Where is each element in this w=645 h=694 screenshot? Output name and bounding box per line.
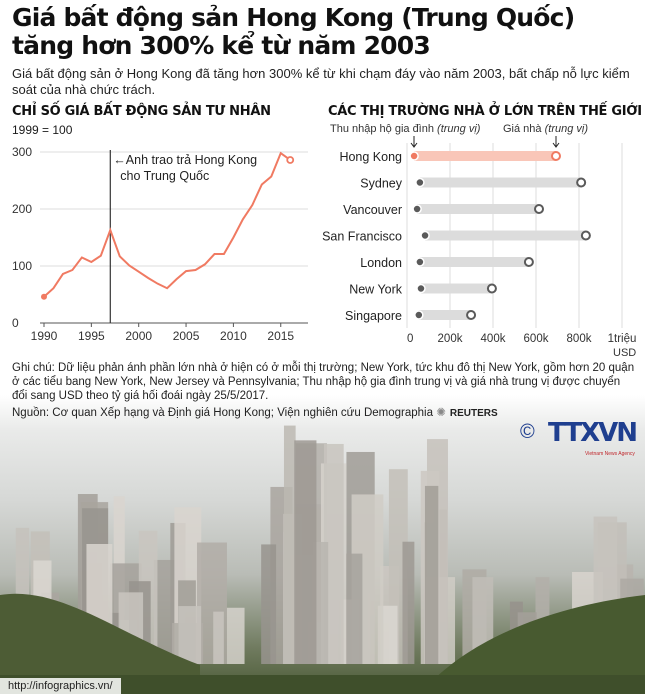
x-unit-label: USD [613,347,636,359]
reuters-icon: ✺ [436,407,446,419]
page-title: Giá bất động sản Hong Kong (Trung Quốc) … [12,3,575,60]
category-label: San Francisco [322,230,402,244]
building [178,606,202,664]
x-tick-label: 1995 [78,329,105,343]
price-dot [580,230,591,241]
building [283,425,296,664]
price-dot [523,257,534,267]
hillside [420,595,645,694]
arrow-down-icon [410,136,418,148]
income-dot [409,151,419,161]
price-dot [534,204,545,214]
building [213,611,224,664]
price-dot [550,151,561,161]
charts: 0 100 200 300 1990 1995 2000 2005 2010 2015 ←Anh t… [12,123,637,359]
end-dot [286,156,295,164]
range-bar [420,283,492,294]
range-bar [414,151,556,161]
legend-income: Thu nhập hộ gia đình (trung vị) [330,123,481,135]
income-dot [415,257,425,267]
x-tick-label: 600k [524,333,549,345]
building [294,440,317,664]
price-dot [466,310,477,320]
notes: Ghi chú: Dữ liệu phản ánh phần lớn nhà ở… [12,362,635,402]
income-dot [415,177,425,188]
notes-and-source: Ghi chú: Dữ liệu phản ánh phần lớn nhà ở… [12,361,637,421]
annotation-text: cho Trung Quốc [120,169,209,183]
y-tick-label: 200 [12,202,32,216]
income-dot [412,204,422,214]
footer-url[interactable]: http://infographics.vn/ [0,678,121,694]
building [402,541,415,664]
x-tick-label: 2010 [220,329,247,343]
hillside [0,593,200,694]
left-chart-subtitle: 1999 = 100 [12,123,73,137]
start-dot [41,293,47,300]
foreground-trees [0,675,645,694]
x-tick-label: 1990 [31,329,58,343]
copyright-icon: © [520,421,535,443]
category-label: New York [349,283,403,297]
skyline-illustration [0,425,645,694]
building [261,544,277,664]
x-tick-label: 800k [567,333,592,345]
arrow-down-icon [552,136,560,148]
source: Nguồn: Cơ quan Xếp hạng và Định giá Hong… [12,406,512,421]
y-tick-label: 0 [12,316,19,330]
ttxvn-logo: TTXVN [548,418,638,448]
range-bar [425,230,586,241]
title-line-1: Giá bất động sản Hong Kong (Trung Quốc) [12,3,575,32]
price-dot [486,283,497,294]
source-text: Nguồn: Cơ quan Xếp hạng và Định giá Hong… [12,407,434,419]
building [323,443,344,664]
right-chart-title: CÁC THỊ TRƯỜNG NHÀ Ở LỚN TRÊN THẾ GIỚI [328,104,642,119]
range-bar [419,257,529,267]
income-dot [416,283,426,294]
building [226,607,245,664]
legend-price: Giá nhà (trung vị) [503,123,588,135]
x-tick-label: 400k [481,333,506,345]
y-tick-label: 300 [12,145,32,159]
annotation-text: ←Anh trao trả Hong Kong [113,153,257,167]
range-bar [419,177,582,188]
category-label: Vancouver [343,203,402,217]
x-tick-label: 2005 [173,329,200,343]
x-tick-label: 200k [438,333,463,345]
reuters-logo: REUTERS [449,408,498,419]
category-label: Sydney [360,177,402,191]
income-dot [414,310,424,320]
category-label: Singapore [345,309,402,323]
ttxvn-tagline: Vietnam News Agency [585,451,635,457]
x-tick-label: 0 [407,333,413,345]
x-tick-label: 2000 [125,329,152,343]
building [346,553,363,664]
price-dot [576,177,587,188]
category-label: Hong Kong [339,150,402,164]
income-dot [420,230,430,241]
x-tick-label: 2015 [267,329,294,343]
range-bar [418,310,472,320]
building [312,541,329,664]
hong-kong-skyline-photo [0,395,645,694]
x-tick-label: 1triệu [608,333,637,345]
legend-qualifier: (trung vị) [437,123,481,135]
left-chart-title: CHỈ SỐ GIÁ BẤT ĐỘNG SẢN TƯ NHÂN [12,104,271,119]
range-bar [417,204,540,214]
category-label: London [360,256,402,270]
legend-qualifier: (trung vị) [545,123,589,135]
subtitle: Giá bất động sản ở Hong Kong đã tăng hơn… [12,66,630,97]
y-tick-label: 100 [12,259,32,273]
building [424,485,439,664]
title-line-2: tăng hơn 300% kể từ năm 2003 [12,31,431,60]
